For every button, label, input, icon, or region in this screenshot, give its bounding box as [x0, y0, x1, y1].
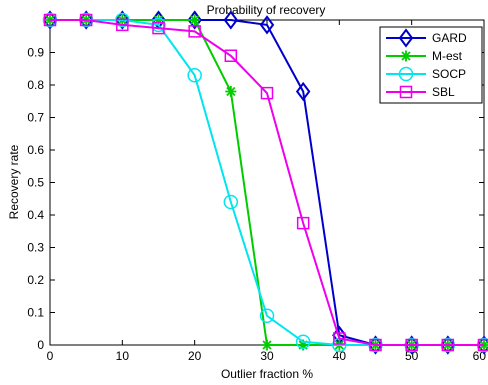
data-point: [405, 338, 418, 352]
legend-entry: SOCP: [386, 66, 466, 82]
legend-marker: [398, 28, 414, 48]
legend-marker: [400, 50, 412, 62]
data-point: [43, 13, 57, 27]
data-point: [151, 17, 166, 33]
data-point: [225, 86, 237, 97]
chart-title: Probability of recovery: [207, 3, 326, 17]
legend-entry: GARD: [386, 28, 467, 48]
data-point: [404, 335, 419, 355]
legend: GARD M-est SOCP SBL: [379, 26, 483, 104]
y-tick-label: 0.5: [27, 176, 44, 190]
y-tick-label: 0.8: [27, 78, 44, 92]
data-point: [369, 338, 382, 352]
x-tick-label: 30: [260, 349, 274, 363]
series-layer: [42, 10, 488, 355]
data-point: [441, 338, 455, 352]
x-tick-label: 20: [188, 349, 202, 363]
data-point: [78, 10, 94, 30]
data-point: [187, 68, 202, 83]
series-line: [50, 19, 484, 346]
data-point: [259, 15, 275, 35]
legend-entry: SBL: [386, 85, 455, 99]
y-tick-label: 0.9: [27, 46, 44, 60]
data-point: [152, 21, 165, 35]
y-tick-label: 0.4: [27, 208, 44, 222]
data-point: [115, 10, 130, 30]
data-point: [187, 10, 202, 30]
y-axis-label: Recovery rate: [7, 144, 21, 219]
y-tick-label: 0: [37, 338, 44, 352]
legend-label: SBL: [432, 85, 455, 99]
data-point: [223, 10, 239, 30]
x-tick-label: 10: [116, 349, 130, 363]
data-point: [189, 14, 201, 26]
y-tick-label: 0.6: [27, 143, 44, 157]
series-sbl: [43, 13, 488, 352]
data-point: [188, 25, 201, 38]
y-tick-label: 0.3: [27, 241, 44, 255]
x-tick-label: 0: [47, 349, 54, 363]
data-point: [368, 335, 383, 355]
data-point: [295, 81, 311, 102]
data-point: [477, 338, 488, 352]
data-point: [259, 308, 275, 323]
y-tick-label: 0.7: [27, 111, 44, 125]
legend-label: SOCP: [432, 67, 466, 81]
data-point: [261, 339, 273, 351]
data-point: [260, 86, 274, 100]
data-point: [333, 332, 346, 345]
data-point: [296, 216, 310, 230]
legend-label: GARD: [432, 31, 467, 45]
legend-box: [379, 26, 483, 104]
legend-marker: [398, 66, 414, 82]
x-axis-label: Outlier fraction %: [221, 367, 313, 381]
legend-entry: M-est: [386, 49, 463, 63]
data-point: [79, 13, 93, 27]
y-tick-label: 0.2: [27, 273, 44, 287]
legend-label: M-est: [432, 49, 463, 63]
y-tick-label: 0.1: [27, 306, 44, 320]
data-point: [476, 335, 488, 355]
y-axis-ticks: 0 0.1 0.2 0.3 0.4 0.5 0.6 0.7 0.8 0.9: [27, 46, 484, 352]
data-point: [224, 49, 238, 62]
data-point: [295, 334, 311, 349]
x-tick-label: 50: [405, 349, 419, 363]
x-tick-label: 40: [333, 349, 347, 363]
data-point: [223, 194, 239, 210]
data-point: [115, 12, 130, 28]
legend-marker: [399, 85, 413, 99]
data-point: [116, 18, 129, 32]
data-point: [42, 10, 58, 30]
data-point: [440, 335, 456, 355]
